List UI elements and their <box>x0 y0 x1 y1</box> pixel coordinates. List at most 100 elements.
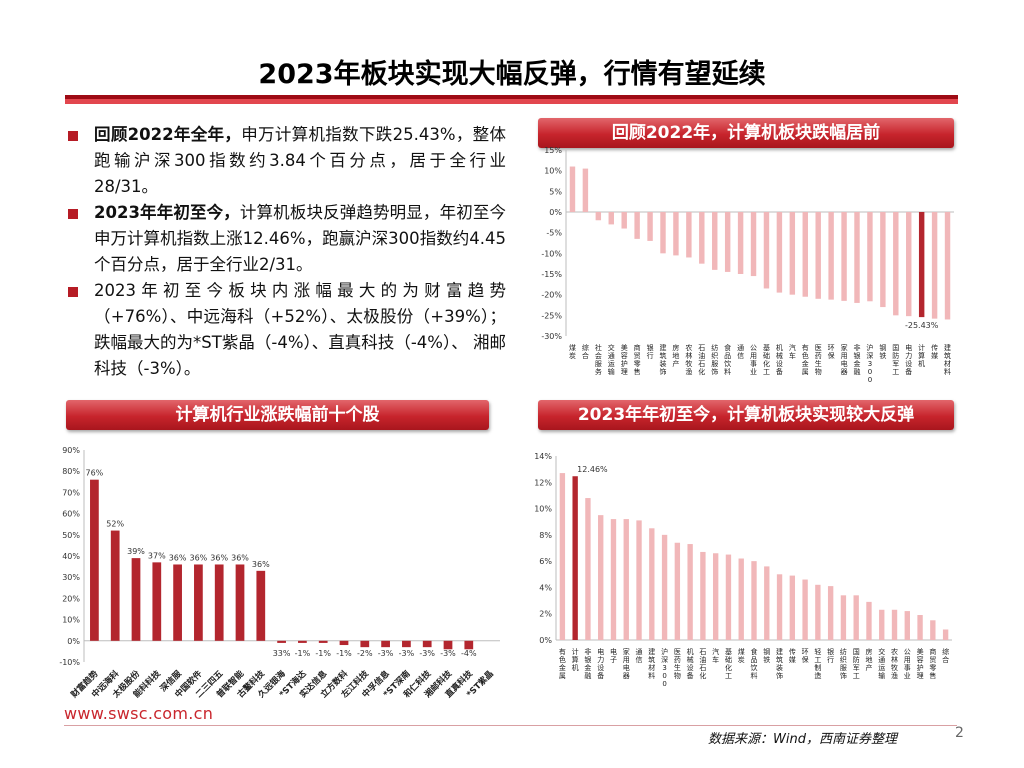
x-tick-label: 医药生物 <box>674 648 681 680</box>
y-tick-label: 70% <box>62 488 80 497</box>
x-tick-label: 综合 <box>582 343 589 360</box>
bar <box>840 595 847 640</box>
y-tick-label: -20% <box>541 291 562 300</box>
bar <box>699 212 705 264</box>
data-label: 12.46% <box>577 465 608 474</box>
y-tick-label: 8% <box>539 531 552 540</box>
bullet-text: 2023年初至今板块内涨幅最大的为财富趋势（+76%）、中远海科（+52%）、太… <box>94 281 506 378</box>
bar <box>802 579 808 640</box>
x-tick-label: 传媒 <box>931 343 938 360</box>
bar <box>904 611 910 640</box>
chart-2022-svg: 15% 10% 5% 0% -5% -10% -15% -20% -25% -30% 煤炭综合社会服… <box>541 146 954 384</box>
bar <box>738 558 744 640</box>
bar <box>815 212 821 299</box>
bar <box>815 584 821 640</box>
x-tick-label: 有色金属 <box>559 647 566 680</box>
bar <box>789 575 796 640</box>
x-tick-label: 交通运输 <box>878 647 885 680</box>
x-tick-label: 银行 <box>827 647 834 664</box>
x-tick-label: 环保 <box>802 648 809 664</box>
data-label: 36% <box>190 553 208 562</box>
x-tick-label: 商贸零售 <box>634 343 641 376</box>
x-tick-label: 基础化工 <box>725 647 732 680</box>
x-tick-label: 汽车 <box>712 647 719 664</box>
data-label: -25.43% <box>905 321 939 330</box>
bar <box>674 542 681 640</box>
bar <box>879 609 885 640</box>
x-tick-label: 建筑材料 <box>944 343 951 376</box>
x-tick-label: 农林牧渔 <box>891 647 898 680</box>
bar <box>318 640 328 643</box>
y-tick-label: 10% <box>62 616 80 625</box>
bar <box>763 212 770 289</box>
x-tick-label: 医药生物 <box>815 344 822 376</box>
data-label: 37% <box>148 551 166 560</box>
bar <box>724 212 731 272</box>
bar <box>841 212 847 301</box>
y-tick-label: 0% <box>539 636 552 645</box>
bar <box>854 212 860 303</box>
y-tick-label: -5% <box>546 229 562 238</box>
x-tick-label: 家用电器 <box>841 343 848 376</box>
bullet-text: 计算机板块反弹趋势明显，年初至今申万计算机指数上涨12.46%，跑赢沪深300指… <box>94 203 506 274</box>
chart-top-stocks: 90% 80% 70% 60% 50% 40% 30% 20% 10% 0% -10% 76% 财富趋势… <box>40 440 510 710</box>
x-tick-label: 食品饮料 <box>724 343 731 376</box>
bar <box>930 620 936 640</box>
x-tick-label: 国防军工 <box>853 648 860 680</box>
bar <box>776 212 783 293</box>
y-tick-label: 30% <box>62 573 80 582</box>
x-tick-label: 社会服务 <box>595 343 602 376</box>
data-label: -3% <box>399 649 415 658</box>
x-tick-label: 机械设备 <box>776 343 783 376</box>
data-label: 76% <box>86 469 104 478</box>
bullet-square-icon <box>68 131 78 141</box>
data-label: -1% <box>295 649 311 658</box>
x-tick-label: 美容护理 <box>621 343 628 376</box>
x-tick-label: 综合 <box>942 647 949 664</box>
bar <box>422 640 432 648</box>
data-label: 36% <box>252 560 270 569</box>
bar <box>880 212 886 308</box>
bar <box>235 564 245 641</box>
page-number: 2 <box>955 725 964 741</box>
bar <box>131 558 141 641</box>
bar <box>256 570 266 641</box>
bar <box>918 212 925 318</box>
x-tick-label: 纺织服饰 <box>840 647 847 680</box>
bar <box>582 168 589 212</box>
bar <box>944 212 951 320</box>
bar <box>559 473 566 640</box>
bar <box>751 561 757 640</box>
bullet-bold: 回顾2022年全年， <box>94 125 242 144</box>
y-tick-label: -25% <box>541 311 562 320</box>
x-tick-label: 电子 <box>610 647 617 664</box>
bar <box>828 212 834 300</box>
bar <box>381 640 390 648</box>
chart-2023-svg: 14% 12% 10% 8% 6% 4% 2% 0% 有色金属 12.46% 计算机非银金融电力设备… <box>534 452 952 688</box>
footer-url[interactable]: www.swsc.com.cn <box>64 704 214 723</box>
y-tick-label: 0% <box>549 208 562 217</box>
data-label: -4% <box>461 649 477 658</box>
bar <box>853 595 859 640</box>
bar <box>173 564 182 641</box>
bar <box>636 520 642 640</box>
bar <box>634 212 640 239</box>
bar <box>712 212 718 270</box>
data-label: -2% <box>357 649 373 658</box>
data-source: 数据来源：Wind，西南证券整理 <box>708 732 897 747</box>
y-tick-label: -15% <box>541 270 562 279</box>
x-tick-label: 纺织服饰 <box>711 343 718 376</box>
x-tick-label: 公用事业 <box>750 344 757 376</box>
bar <box>585 498 591 640</box>
data-label: 52% <box>106 520 124 529</box>
bar <box>608 212 614 225</box>
data-label: 39% <box>127 547 145 556</box>
footer-rule <box>64 725 957 726</box>
data-label: -3% <box>440 649 456 658</box>
x-tick-label: 电力设备 <box>597 647 604 680</box>
y-tick-label: 0% <box>67 637 80 646</box>
bullet-square-icon <box>68 209 78 219</box>
x-tick-label: 煤炭 <box>569 343 576 360</box>
y-tick-label: -10% <box>59 658 80 667</box>
y-tick-label: 10% <box>534 505 552 514</box>
